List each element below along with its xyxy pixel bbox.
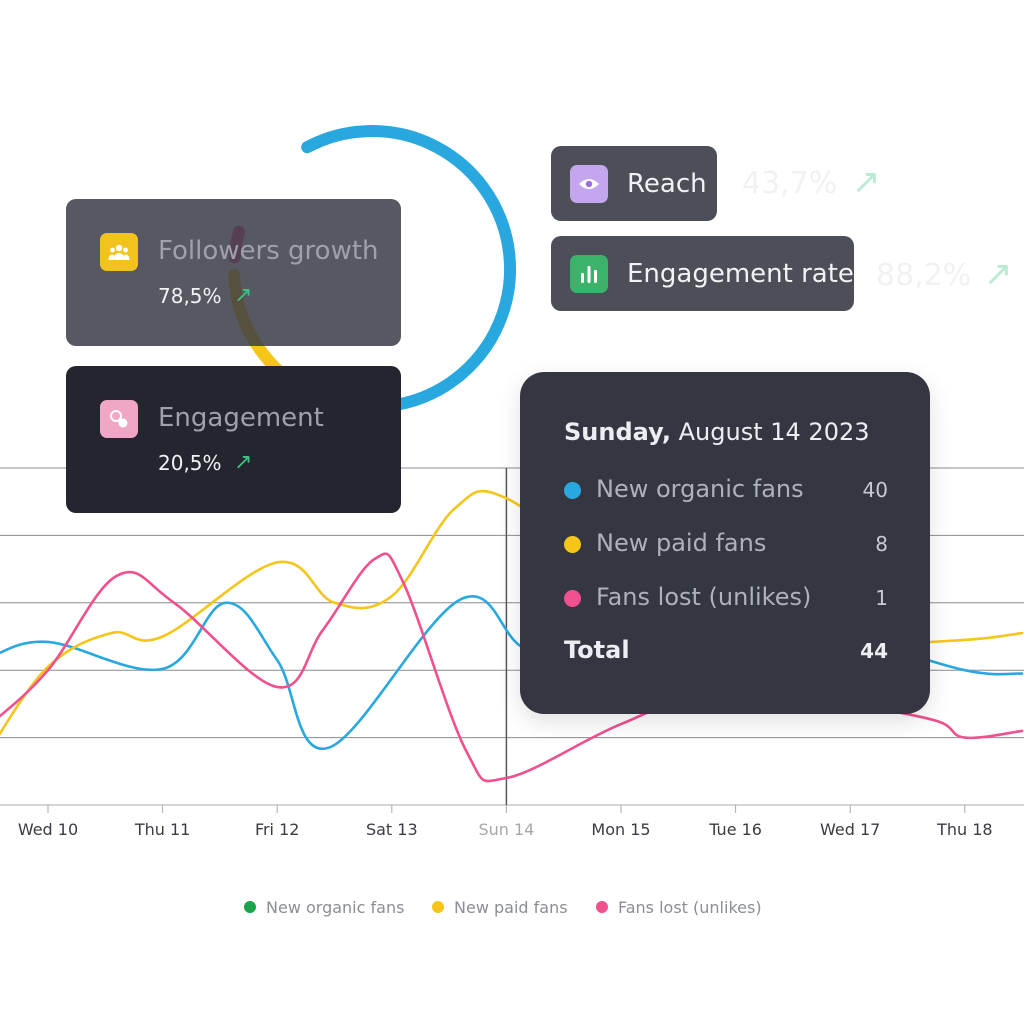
engagement-card[interactable]: Engagement 20,5% ↗ [66,366,401,513]
legend-item-paid[interactable]: New paid fans [432,893,568,921]
engagement-label: Engagement [158,403,324,433]
chart-legend: New organic fans New paid fans Fans lost… [0,893,1024,921]
x-tick-label: Fri 12 [255,820,300,839]
tooltip-row-organic: New organic fans 40 [564,475,888,505]
donut-segment-0 [301,125,517,413]
x-tick-label: Wed 17 [820,820,880,839]
engagement-trend-arrow: ↗ [234,450,253,475]
tooltip-value-lost: 1 [875,586,888,610]
tooltip-total-label: Total [564,636,630,664]
x-axis: Wed 10 Thu 11 Fri 12 Sat 13 Sun 14 Mon 15 Tue … [18,805,993,839]
x-tick-label: Thu 18 [936,820,993,839]
x-tick-label: Wed 10 [18,820,78,839]
legend-label-paid: New paid fans [454,897,568,917]
bar-chart-icon [570,254,608,293]
legend-label-organic: New organic fans [266,897,405,917]
engagement-rate-value: 88,2% [876,258,972,293]
tooltip-row-paid: New paid fans 8 [564,529,888,559]
engagement-value: 20,5% [158,451,222,475]
tooltip-dot-organic [564,482,581,499]
group-icon [100,233,138,271]
legend-item-organic[interactable]: New organic fans [244,893,404,921]
x-tick-label: Mon 15 [591,820,650,839]
engagement-rate-trend-arrow: ↗ [984,254,1013,294]
engagement-rate-card[interactable]: Engagement rate [551,236,854,311]
legend-dot-paid [432,901,444,913]
legend-item-lost[interactable]: Fans lost (unlikes) [596,893,762,921]
chart-tooltip: Sunday, August 14 2023 New organic fans … [520,372,930,714]
tooltip-row-lost: Fans lost (unlikes) 1 [564,583,888,613]
tooltip-date-text: August 14 2023 [678,418,870,446]
tooltip-label-paid: New paid fans [596,529,767,557]
tooltip-label-organic: New organic fans [596,475,804,503]
engagement-rate-label: Engagement rate [627,258,854,289]
tooltip-value-organic: 40 [862,478,888,502]
followers-growth-card[interactable]: Followers growth 78,5% ↗ [66,199,401,346]
tooltip-day: Sunday, [564,418,671,446]
legend-dot-organic [244,901,256,913]
reach-card[interactable]: Reach [551,146,717,221]
x-tick-label: Sat 13 [366,820,418,839]
tooltip-total-value: 44 [860,639,888,663]
tooltip-date: Sunday, August 14 2023 [564,418,870,446]
followers-growth-trend-arrow: ↗ [234,283,253,308]
followers-growth-value: 78,5% [158,284,222,308]
engagement-icon [100,400,138,438]
tooltip-dot-paid [564,536,581,553]
reach-value: 43,7% [742,166,838,201]
x-tick-label: Sun 14 [478,820,534,839]
x-tick-label: Tue 16 [708,820,762,839]
tooltip-label-lost: Fans lost (unlikes) [596,583,812,611]
x-tick-label: Thu 11 [134,820,191,839]
legend-label-lost: Fans lost (unlikes) [618,897,762,917]
followers-growth-label: Followers growth [158,236,379,266]
eye-icon [570,164,608,203]
reach-trend-arrow: ↗ [852,162,881,202]
legend-dot-lost [596,901,608,913]
reach-label: Reach [627,168,707,199]
tooltip-dot-lost [564,590,581,607]
tooltip-value-paid: 8 [875,532,888,556]
